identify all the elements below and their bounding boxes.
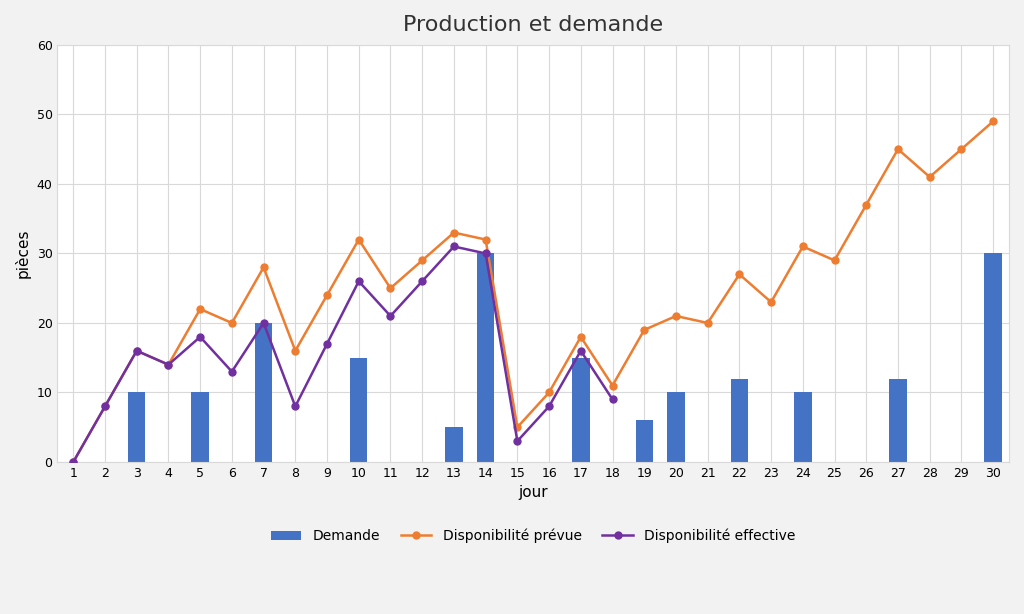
- Disponibilité prévue: [68, 458, 80, 465]
- Disponibilité prévue: [701, 319, 714, 327]
- Disponibilité effective: [447, 243, 460, 250]
- Disponibilité prévue: [860, 201, 872, 209]
- Disponibilité effective: [99, 403, 112, 410]
- Disponibilité prévue: [479, 236, 492, 243]
- Disponibilité effective: [574, 347, 587, 354]
- Bar: [794, 392, 812, 462]
- Disponibilité prévue: [543, 389, 555, 396]
- X-axis label: jour: jour: [518, 486, 548, 500]
- Title: Production et demande: Production et demande: [403, 15, 664, 35]
- Y-axis label: pièces: pièces: [15, 228, 31, 278]
- Disponibilité prévue: [606, 382, 618, 389]
- Bar: [636, 421, 653, 462]
- Disponibilité prévue: [131, 347, 143, 354]
- Disponibilité prévue: [574, 333, 587, 341]
- Disponibilité prévue: [892, 146, 904, 153]
- Disponibilité prévue: [384, 284, 396, 292]
- Disponibilité effective: [384, 313, 396, 320]
- Disponibilité effective: [257, 319, 269, 327]
- Bar: [572, 358, 590, 462]
- Disponibilité effective: [162, 361, 174, 368]
- Disponibilité prévue: [99, 403, 112, 410]
- Disponibilité prévue: [733, 271, 745, 278]
- Disponibilité prévue: [765, 298, 777, 306]
- Disponibilité prévue: [225, 319, 238, 327]
- Disponibilité effective: [194, 333, 206, 341]
- Disponibilité prévue: [257, 263, 269, 271]
- Disponibilité prévue: [638, 326, 650, 333]
- Disponibilité effective: [511, 437, 523, 445]
- Disponibilité prévue: [352, 236, 365, 243]
- Bar: [445, 427, 463, 462]
- Disponibilité effective: [289, 403, 301, 410]
- Disponibilité effective: [543, 403, 555, 410]
- Legend: Demande, Disponibilité prévue, Disponibilité effective: Demande, Disponibilité prévue, Disponibi…: [265, 523, 801, 549]
- Disponibilité prévue: [797, 243, 809, 250]
- Disponibilité prévue: [828, 257, 841, 264]
- Bar: [255, 323, 272, 462]
- Disponibilité prévue: [987, 118, 999, 125]
- Disponibilité effective: [352, 278, 365, 285]
- Disponibilité effective: [225, 368, 238, 375]
- Bar: [668, 392, 685, 462]
- Disponibilité prévue: [511, 424, 523, 431]
- Line: Disponibilité effective: Disponibilité effective: [70, 243, 616, 465]
- Disponibilité prévue: [321, 292, 333, 299]
- Disponibilité prévue: [416, 257, 428, 264]
- Disponibilité effective: [479, 250, 492, 257]
- Disponibilité prévue: [194, 305, 206, 313]
- Disponibilité prévue: [955, 146, 968, 153]
- Bar: [731, 379, 749, 462]
- Bar: [477, 254, 495, 462]
- Disponibilité prévue: [924, 173, 936, 181]
- Bar: [350, 358, 368, 462]
- Bar: [889, 379, 906, 462]
- Disponibilité prévue: [447, 229, 460, 236]
- Bar: [128, 392, 145, 462]
- Disponibilité effective: [321, 340, 333, 348]
- Disponibilité prévue: [670, 313, 682, 320]
- Disponibilité prévue: [289, 347, 301, 354]
- Disponibilité prévue: [162, 361, 174, 368]
- Bar: [984, 254, 1001, 462]
- Disponibilité effective: [416, 278, 428, 285]
- Disponibilité effective: [131, 347, 143, 354]
- Line: Disponibilité prévue: Disponibilité prévue: [70, 118, 996, 465]
- Bar: [191, 392, 209, 462]
- Disponibilité effective: [606, 396, 618, 403]
- Disponibilité effective: [68, 458, 80, 465]
